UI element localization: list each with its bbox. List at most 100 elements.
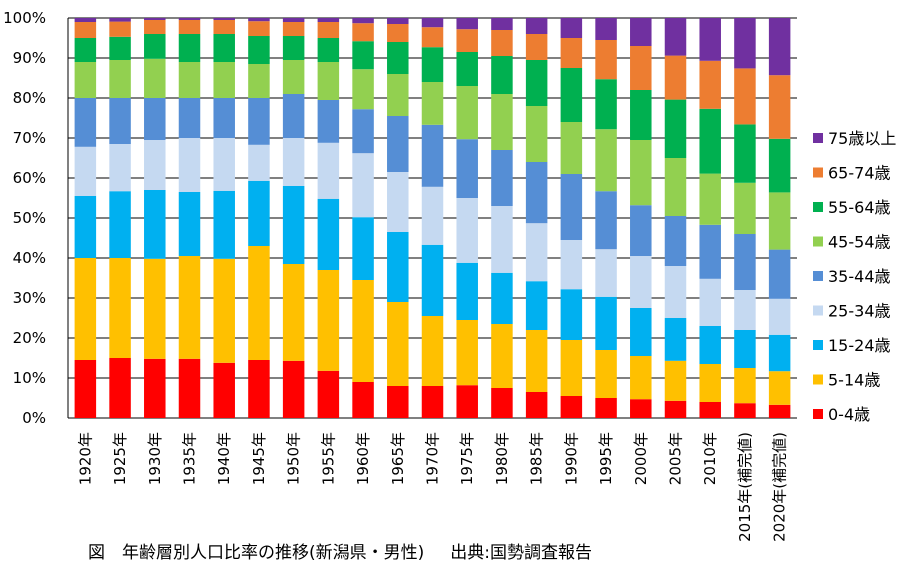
bar-segment — [630, 140, 652, 206]
bar-segment — [491, 56, 513, 94]
bar-segment — [560, 68, 583, 122]
bar-segment — [491, 272, 513, 324]
bar-segment — [491, 30, 513, 56]
legend-swatch — [813, 374, 823, 385]
bar-segment — [387, 74, 409, 116]
bar-segment — [630, 46, 652, 90]
bar-segment — [525, 392, 548, 418]
bar-segment — [282, 94, 305, 138]
bar-segment — [525, 106, 548, 162]
x-tick-label: 1985年 — [528, 432, 546, 485]
bar-segment — [282, 36, 305, 60]
bar-segment — [768, 249, 791, 299]
legend-swatch — [813, 236, 823, 247]
bar-segment — [387, 172, 409, 232]
bar-segment — [664, 18, 687, 56]
x-tick-label: 1940年 — [215, 432, 233, 485]
bar-segment — [456, 198, 478, 263]
bar-segment — [213, 98, 235, 138]
legend-label: 35-44歳 — [828, 267, 891, 286]
bar-segment — [630, 205, 652, 256]
legend-label: 55-64歳 — [828, 198, 891, 217]
bar-segment — [213, 62, 235, 98]
bar-segment — [456, 52, 478, 86]
bar-segment — [317, 142, 340, 199]
legend-label: 15-24歳 — [828, 336, 891, 355]
bar-segment — [525, 34, 548, 60]
bar-segment — [387, 302, 409, 386]
bar-segment — [213, 34, 235, 62]
bar-segment — [213, 258, 235, 363]
bar-segment — [109, 144, 131, 192]
bar-segment — [664, 99, 687, 158]
y-tick-label: 40% — [13, 249, 46, 267]
x-tick-label: 2000年 — [632, 432, 650, 485]
legend-swatch — [813, 133, 823, 143]
bar-segment — [144, 98, 166, 140]
bar-segment — [144, 190, 166, 259]
bar-segment — [664, 158, 687, 216]
bar-segment — [178, 192, 201, 256]
bar-segment — [213, 362, 235, 418]
bar-segment — [768, 404, 791, 418]
bar-segment — [768, 298, 791, 335]
x-tick-label: 1930年 — [146, 432, 164, 485]
legend-swatch — [813, 167, 823, 178]
y-tick-label: 50% — [13, 209, 46, 227]
legend-swatch — [813, 202, 823, 212]
bar-segment — [178, 18, 201, 20]
bar-segment — [74, 22, 97, 38]
bar-segment — [109, 98, 131, 144]
bar-segment — [248, 18, 270, 22]
y-tick-label: 90% — [13, 49, 46, 67]
bar-segment — [664, 216, 687, 266]
bar-segment — [144, 358, 166, 418]
bar-segment — [109, 258, 131, 358]
bar-segment — [699, 364, 721, 402]
bar-segment — [317, 22, 340, 38]
legend-swatch — [813, 409, 823, 419]
bar-segment — [560, 396, 583, 418]
y-tick-label: 100% — [3, 9, 46, 27]
bar-segment — [282, 22, 305, 36]
bar-segment — [213, 18, 235, 20]
bar-segment — [74, 258, 97, 360]
bar-segment — [525, 18, 548, 34]
bar-segment — [74, 146, 97, 196]
bar-segment — [109, 21, 131, 37]
bar-segment — [734, 330, 756, 368]
bar-segment — [491, 388, 513, 418]
x-tick-label: 1995年 — [597, 432, 615, 485]
bar-segment — [282, 18, 305, 22]
bar-segment — [421, 186, 444, 245]
bar-segment — [144, 20, 166, 34]
bar-segment — [317, 18, 340, 22]
bar-segment — [630, 399, 652, 418]
bar-segment — [213, 138, 235, 191]
bar-segment — [699, 402, 721, 418]
x-tick-label: 1935年 — [181, 432, 199, 485]
bar-segment — [664, 55, 687, 100]
bar-segment — [248, 246, 270, 360]
bar-segment — [525, 223, 548, 282]
bar-segment — [109, 191, 131, 258]
bar-segment — [387, 18, 409, 24]
bar-segment — [109, 358, 131, 418]
legend-label: 5-14歳 — [828, 371, 880, 390]
bar-segment — [248, 360, 270, 418]
bar-segment — [734, 368, 756, 404]
bar-segment — [74, 360, 97, 418]
bar-segment — [734, 124, 756, 183]
x-tick-label: 1920年 — [76, 432, 94, 485]
bar-segment — [282, 60, 305, 94]
y-tick-label: 10% — [13, 369, 46, 387]
bar-segment — [213, 20, 235, 34]
x-tick-label: 1990年 — [562, 432, 580, 485]
bar-segment — [699, 278, 721, 326]
bar-segment — [421, 82, 444, 125]
bar-segment — [248, 98, 270, 145]
bar-segment — [248, 36, 270, 64]
chart-caption: 図 年齢層別人口比率の推移(新潟県・男性) 出典:国勢調査報告 — [88, 538, 592, 563]
bar-segment — [282, 360, 305, 418]
